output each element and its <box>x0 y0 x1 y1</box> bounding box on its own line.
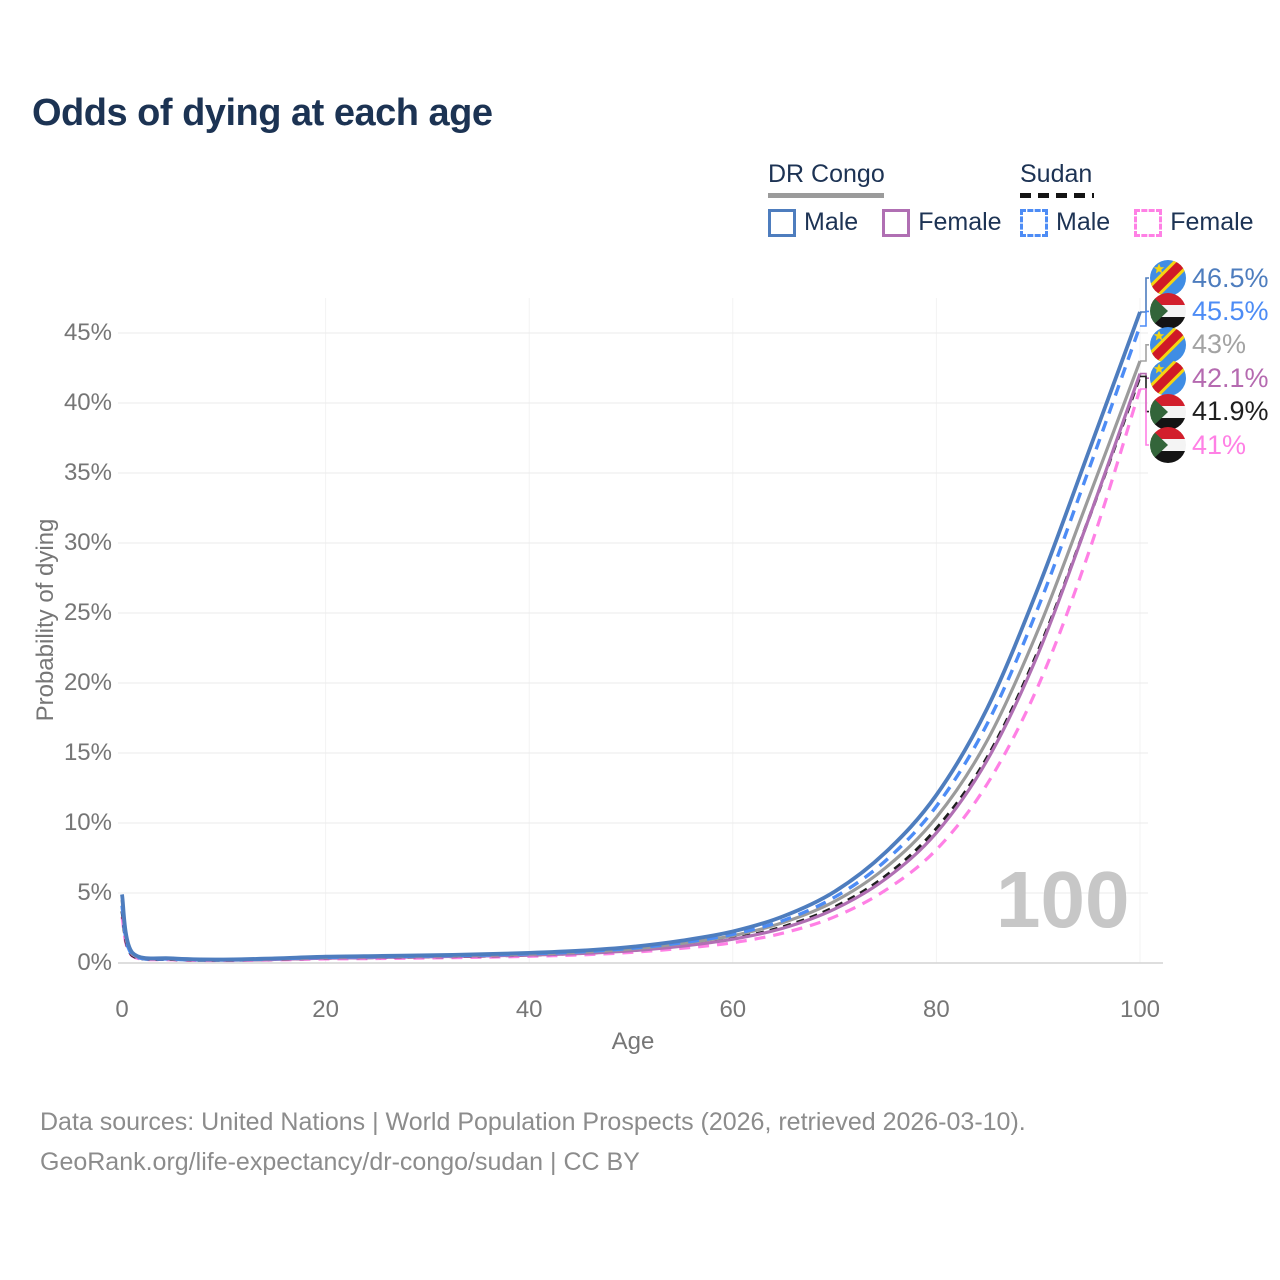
line-sudan_male <box>120 325 1142 962</box>
y-tick-label: 40% <box>63 389 112 416</box>
y-tick-label: 15% <box>63 739 112 766</box>
watermark-age-100: 100 <box>996 855 1130 944</box>
legend-item-dr-congo-male[interactable]: Male <box>768 208 858 237</box>
y-tick-label: 0% <box>77 949 112 976</box>
line-drc_male <box>120 311 1142 962</box>
legend-item-label: Male <box>804 208 859 236</box>
legend-item-sudan-male[interactable]: Male <box>1020 208 1110 237</box>
end-label-value: 41.9% <box>1192 396 1269 427</box>
y-tick-label: 5% <box>77 879 112 906</box>
legend-item-label: Female <box>918 208 1002 236</box>
legend-item-sudan-female[interactable]: Female <box>1134 208 1254 237</box>
dr-congo-flag-icon <box>1150 326 1186 363</box>
y-axis-title: Probability of dying <box>32 518 59 722</box>
sudan-flag-icon <box>1150 393 1186 430</box>
connector-drc_both <box>1140 344 1149 362</box>
end-label-value: 41% <box>1192 429 1247 460</box>
gridlines <box>118 298 1163 964</box>
end-label-sudan_male: 45.5% <box>1150 293 1269 330</box>
end-label-drc_male: 46.5% <box>1150 260 1269 296</box>
legend-item-label: Female <box>1170 208 1254 236</box>
y-tick-label: 25% <box>63 599 112 626</box>
dr-congo-male-swatch <box>768 208 796 237</box>
dr-congo-female-swatch <box>882 208 911 237</box>
end-label-sudan_female: 41% <box>1150 427 1246 463</box>
end-label-connectors <box>1140 277 1149 446</box>
series-lines <box>120 311 1142 963</box>
end-label-drc_both: 43% <box>1150 326 1247 363</box>
end-label-value: 42.1% <box>1192 362 1269 393</box>
sudan-male-swatch <box>1020 208 1048 237</box>
end-label-drc_female: 42.1% <box>1150 360 1269 397</box>
end-label-value: 45.5% <box>1192 295 1269 326</box>
end-label-value: 46.5% <box>1192 262 1269 293</box>
sudan-flag-icon <box>1150 427 1186 463</box>
end-label-value: 43% <box>1192 329 1247 360</box>
x-tick-label: 20 <box>312 996 339 1023</box>
dr-congo-flag-icon <box>1150 360 1186 397</box>
legend-country-sudan: Sudan <box>1020 160 1093 188</box>
legend-group-sudan: Sudan Male Female <box>1020 160 1254 237</box>
connector-sudan_male <box>1140 310 1149 327</box>
x-tick-label: 60 <box>719 996 747 1023</box>
sudan-flag-icon <box>1150 293 1186 330</box>
footer-attribution: GeoRank.org/life-expectancy/dr-congo/sud… <box>40 1148 640 1176</box>
line-drc_both <box>120 360 1142 962</box>
dr-congo-flag-icon <box>1150 260 1186 296</box>
y-tick-label: 10% <box>63 809 112 836</box>
y-tick-label: 45% <box>63 319 112 346</box>
end-label-sudan_both: 41.9% <box>1150 393 1269 430</box>
line-sudan_female <box>120 388 1142 963</box>
legend-country-dr-congo: DR Congo <box>768 160 885 188</box>
legend-group-dr-congo: DR Congo Male Female <box>768 160 1002 237</box>
connector-sudan_both <box>1140 375 1149 413</box>
sudan-line-swatch <box>1020 193 1094 198</box>
x-tick-label: 40 <box>515 996 543 1023</box>
connector-drc_male <box>1140 277 1149 313</box>
sudan-female-swatch <box>1134 208 1163 237</box>
dr-congo-line-swatch <box>768 193 884 198</box>
x-axis-title: Age <box>611 1028 655 1055</box>
y-tick-label: 20% <box>63 669 112 696</box>
x-tick-label: 0 <box>115 996 129 1023</box>
y-tick-label: 30% <box>63 529 112 556</box>
connector-sudan_female <box>1140 388 1149 446</box>
page-title: Odds of dying at each age <box>32 92 493 134</box>
x-tick-label: 100 <box>1119 996 1161 1023</box>
line-drc_female <box>120 373 1142 962</box>
line-sudan_both <box>120 375 1142 962</box>
legend-item-label: Male <box>1056 208 1111 236</box>
y-tick-label: 35% <box>63 459 112 486</box>
x-tick-label: 80 <box>923 996 950 1023</box>
footer-data-sources: Data sources: United Nations | World Pop… <box>40 1108 1026 1136</box>
legend-item-dr-congo-female[interactable]: Female <box>882 208 1002 237</box>
